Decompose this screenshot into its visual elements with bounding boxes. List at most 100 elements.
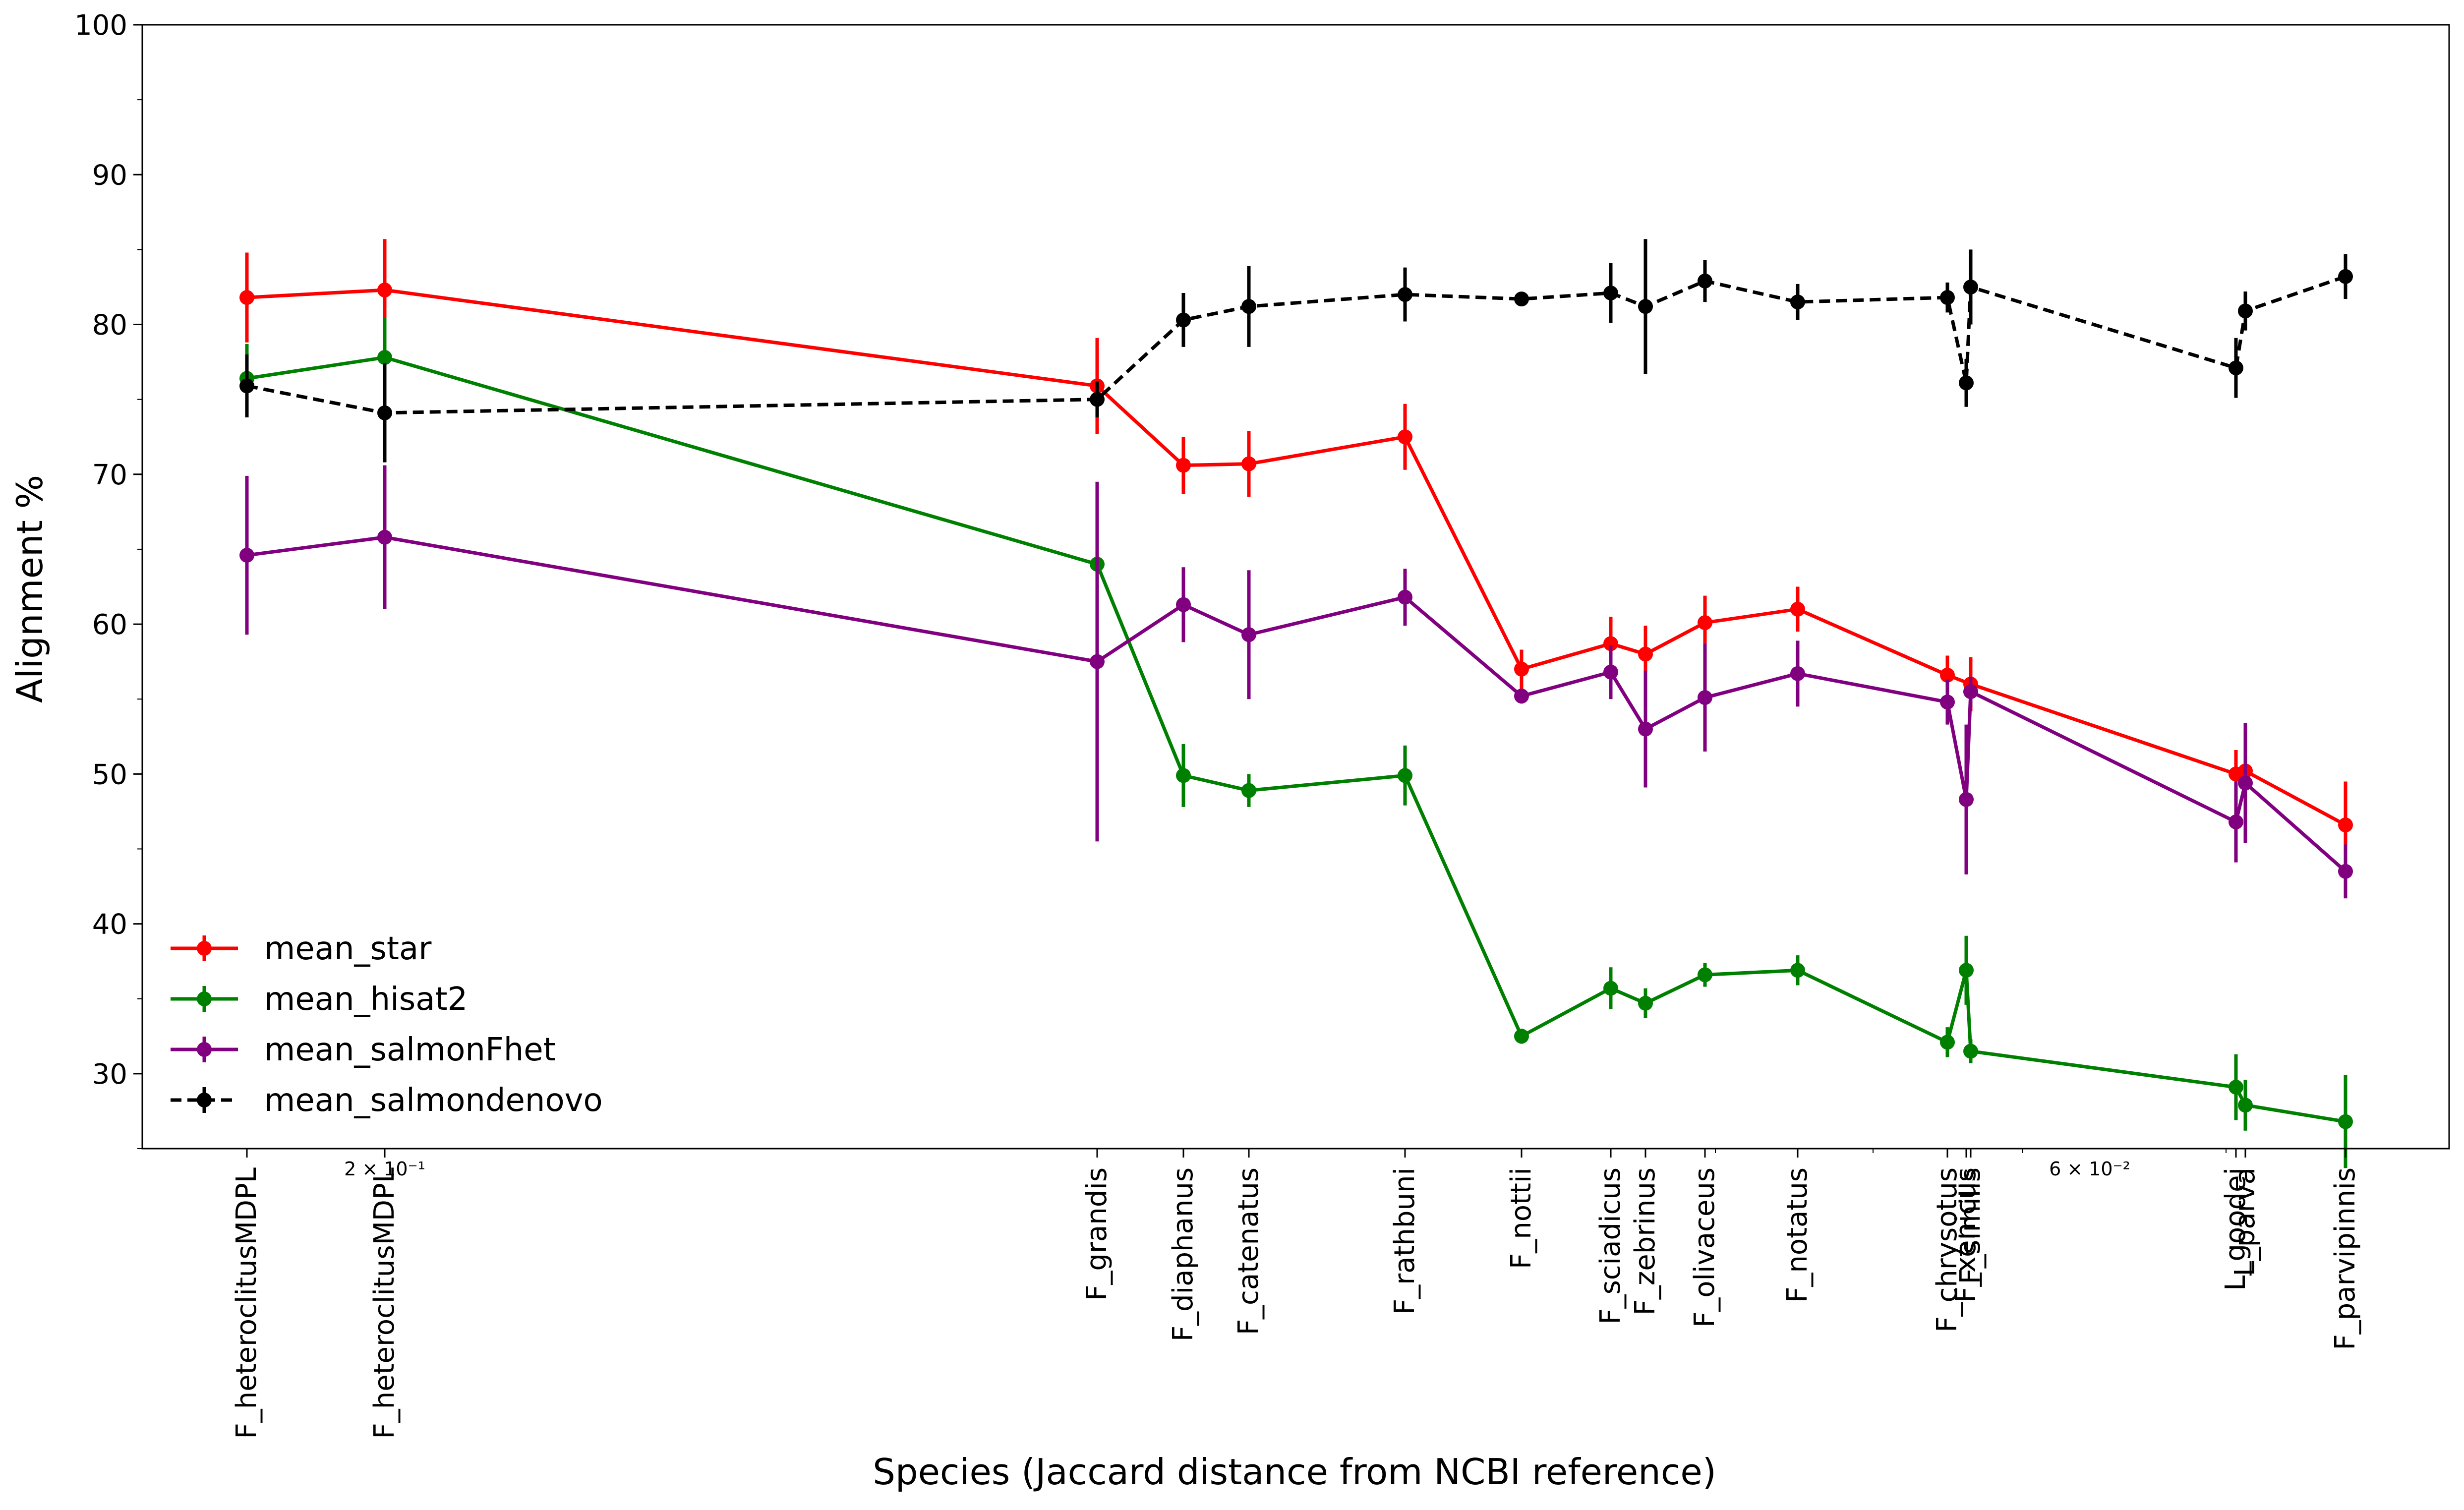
x-tick-label: F_nottii <box>1505 1167 1537 1269</box>
x-tick-label: F_catenatus <box>1232 1167 1265 1335</box>
legend-marker-mean_star <box>197 941 212 956</box>
legend-marker-mean_salmonFhet <box>197 1042 212 1057</box>
data-point <box>239 290 254 305</box>
data-point <box>1398 589 1412 605</box>
x-tick-label: L_goodei <box>2220 1167 2252 1291</box>
data-point <box>1940 695 1955 710</box>
data-point <box>1398 429 1412 445</box>
legend-marker-mean_hisat2 <box>197 991 212 1006</box>
marks-layer <box>239 239 2353 1168</box>
legend-marker-mean_salmondenovo <box>197 1093 212 1107</box>
data-point <box>1090 392 1105 407</box>
x-minor-tick-label: 6 × 10⁻² <box>2049 1158 2130 1180</box>
data-point <box>1241 627 1256 642</box>
data-point <box>1963 279 1978 294</box>
y-tick-label: 40 <box>92 909 127 941</box>
data-point <box>2338 817 2353 833</box>
data-point <box>1963 1044 1978 1059</box>
x-tick-label: F_heteroclitusMDPL <box>368 1167 401 1439</box>
x-axis-label: Species (Jaccard distance from NCBI refe… <box>873 1451 1716 1493</box>
data-point <box>1790 666 1805 681</box>
x-tick-label: F_notatus <box>1781 1167 1814 1303</box>
data-point <box>1176 312 1191 328</box>
data-point <box>1241 783 1256 798</box>
data-point <box>1790 963 1805 978</box>
x-tick-label: F_diaphanus <box>1167 1167 1199 1341</box>
data-point <box>1241 299 1256 314</box>
x-tick-label: F_zebrinus <box>1629 1167 1661 1315</box>
series-line-mean_star <box>246 288 2347 827</box>
data-point <box>1603 664 1618 680</box>
data-point <box>1940 667 1955 683</box>
data-point <box>2338 269 2353 284</box>
data-point <box>2229 1080 2243 1095</box>
data-point <box>377 405 392 420</box>
y-tick-label: 80 <box>92 309 127 342</box>
data-point <box>1514 689 1529 704</box>
data-point <box>1638 721 1653 737</box>
data-point <box>1514 291 1529 307</box>
data-point <box>1698 615 1712 631</box>
data-point <box>1959 792 1974 807</box>
data-point <box>377 283 392 298</box>
data-point <box>1603 636 1618 651</box>
data-point <box>1176 768 1191 783</box>
data-point <box>2229 360 2243 376</box>
x-tick-label: F_xenicus <box>1950 1167 1982 1303</box>
series-mean_salmonFhet <box>239 465 2353 899</box>
y-tick-label: 90 <box>92 159 127 191</box>
data-point <box>1398 768 1412 783</box>
data-point <box>1176 597 1191 612</box>
data-point <box>1698 690 1712 705</box>
data-point <box>1698 967 1712 983</box>
data-point <box>1790 294 1805 310</box>
series-mean_salmondenovo <box>239 239 2353 463</box>
x-tick-label: F_grandis <box>1081 1167 1113 1301</box>
data-point <box>2338 1114 2353 1129</box>
data-point <box>2238 303 2253 319</box>
data-point <box>1638 646 1653 662</box>
data-point <box>1603 286 1618 301</box>
legend: mean_star mean_hisat2 mean_salmonFhet mean_… <box>171 930 603 1119</box>
x-tick-label: F_rathbuni <box>1389 1167 1421 1315</box>
x-tick-label: F_heteroclitusMDPL <box>231 1167 263 1439</box>
legend-label: mean_salmonFhet <box>264 1032 556 1068</box>
data-point <box>377 529 392 545</box>
data-point <box>1638 299 1653 314</box>
data-point <box>2338 864 2353 879</box>
data-point <box>2238 775 2253 791</box>
y-tick-label: 70 <box>92 459 127 491</box>
y-tick-label: 30 <box>92 1058 127 1091</box>
data-point <box>1940 1035 1955 1050</box>
data-point <box>1638 995 1653 1011</box>
data-point <box>1698 273 1712 289</box>
x-tick-label: F_chrysotus <box>1931 1167 1963 1333</box>
plot-frame <box>141 24 2450 1150</box>
data-point <box>1790 601 1805 617</box>
data-point <box>1959 375 1974 391</box>
x-tick-label: F_sciadicus <box>1594 1167 1627 1325</box>
x-tick-label: F_parvipinnis <box>2329 1167 2361 1350</box>
x-tick-label: F_olivaceus <box>1689 1167 1721 1328</box>
data-point <box>1959 963 1974 978</box>
x-tick-label: L_parva <box>2229 1167 2261 1277</box>
y-tick-label: 50 <box>92 758 127 791</box>
axes-layer: 30 40 50 60 70 80 90 100 F_heteroclitusMDPL F_het… <box>74 9 2361 1439</box>
legend-label: mean_hisat2 <box>264 981 468 1018</box>
data-point <box>1603 981 1618 996</box>
data-point <box>1940 290 1955 305</box>
legend-label: mean_salmondenovo <box>264 1082 603 1119</box>
data-point <box>1963 684 1978 699</box>
y-axis-label: Alignment % <box>9 475 51 703</box>
x-tick-label: F_similis <box>1954 1167 1987 1284</box>
data-point <box>377 350 392 365</box>
data-point <box>239 548 254 563</box>
data-point <box>2229 814 2243 830</box>
data-point <box>2238 1098 2253 1113</box>
data-point <box>1514 1029 1529 1044</box>
data-point <box>1514 661 1529 677</box>
y-tick-label: 100 <box>74 9 127 42</box>
